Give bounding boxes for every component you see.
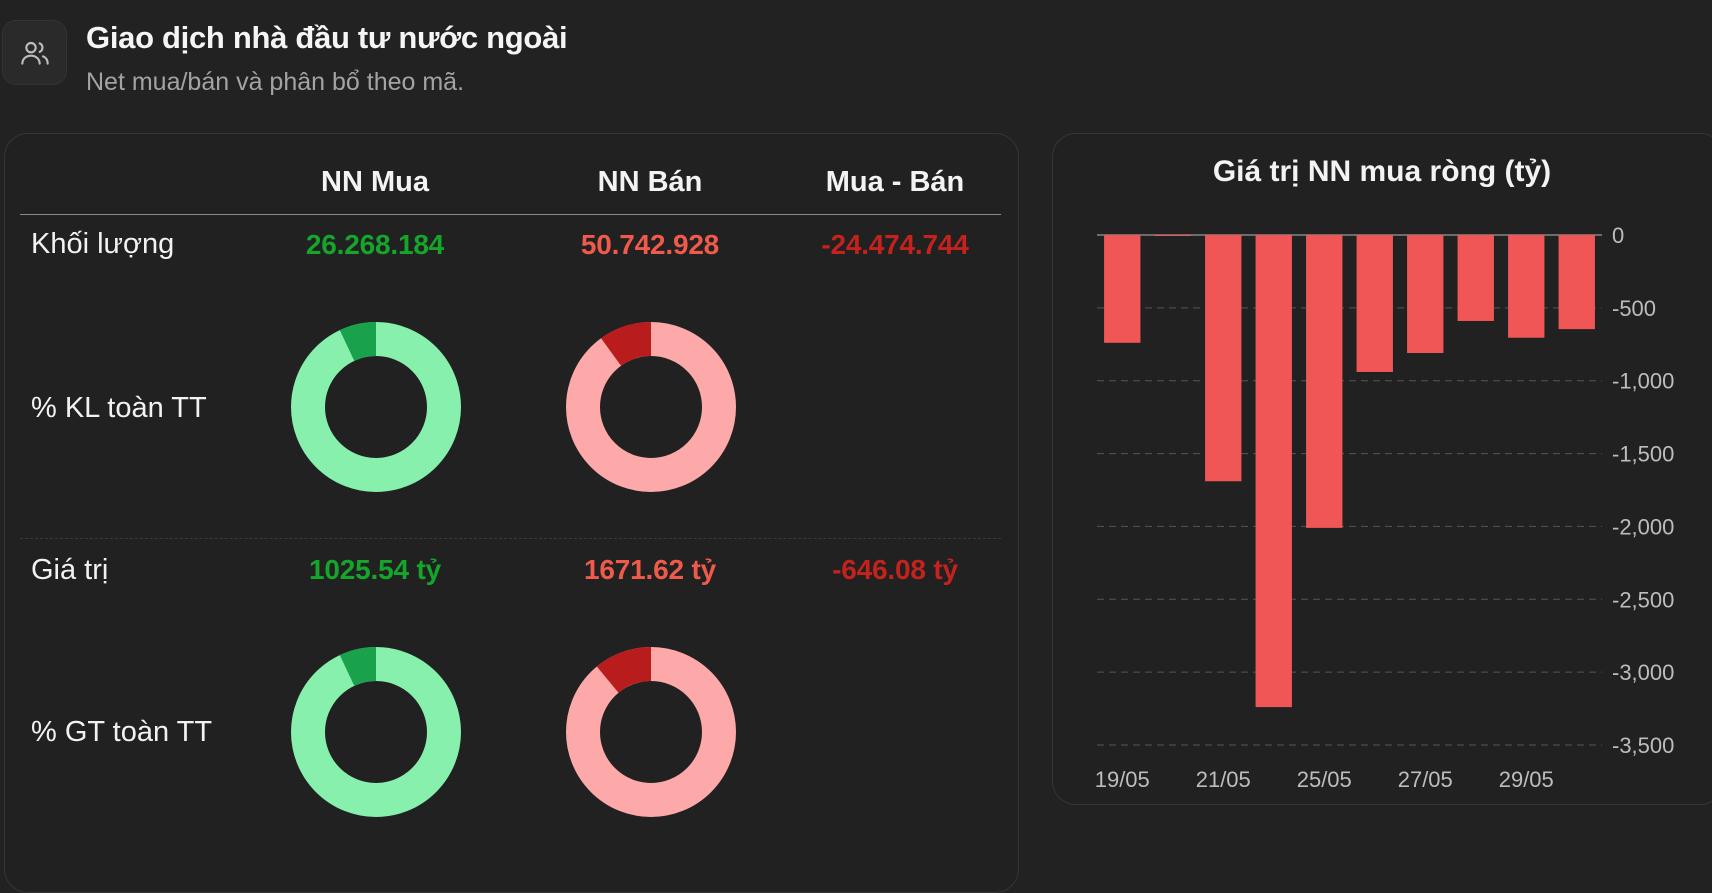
x-tick-label: 21/05: [1196, 767, 1251, 792]
x-tick-label: 29/05: [1499, 767, 1554, 792]
page-title: Giao dịch nhà đầu tư nước ngoài: [86, 20, 568, 55]
donut-remainder-arc: [291, 647, 461, 817]
column-header-sell: NN Bán: [597, 166, 703, 198]
value-net-value: -646.08 tỷ: [832, 554, 958, 585]
column-header-buy: NN Mua: [321, 166, 429, 198]
bar-21/05[interactable]: [1205, 235, 1242, 482]
volume-buy-value: 26.268.184: [305, 229, 445, 260]
bar-23/05[interactable]: [1306, 235, 1343, 528]
value-sell-share-donut: [566, 647, 736, 817]
volume-sell-value: 50.742.928: [580, 229, 720, 260]
bar-28/05[interactable]: [1457, 235, 1494, 321]
column-header-net: Mua - Bán: [825, 166, 965, 198]
donut-remainder-arc: [566, 322, 736, 492]
y-tick-label: -2,000: [1612, 514, 1674, 539]
bar-20/05[interactable]: [1154, 235, 1191, 236]
row-label-volume: Khối lượng: [31, 228, 175, 260]
volume-net-value: -24.474.744: [821, 229, 969, 260]
bar-22/05[interactable]: [1255, 235, 1292, 708]
y-tick-label: -2,500: [1612, 587, 1674, 612]
foreign-trading-table-card: [4, 133, 1019, 893]
row-divider: [20, 538, 1001, 539]
volume-sell-share-donut: [566, 322, 736, 492]
bar-26/05[interactable]: [1356, 235, 1393, 372]
bar-19/05[interactable]: [1104, 235, 1141, 343]
donut-share-arc: [601, 322, 652, 367]
x-tick-label: 27/05: [1398, 767, 1453, 792]
y-tick-label: -1,000: [1612, 369, 1674, 394]
x-tick-label: 25/05: [1297, 767, 1352, 792]
y-tick-label: -500: [1612, 296, 1656, 321]
row-label-value-pct: % GT toàn TT: [31, 716, 213, 748]
bar-27/05[interactable]: [1407, 235, 1444, 354]
donut-remainder-arc: [566, 647, 736, 817]
header-divider: [20, 214, 1001, 215]
donut-share-arc: [596, 647, 652, 694]
donut-remainder-arc: [291, 322, 461, 492]
donut-share-arc: [339, 647, 377, 687]
page-subtitle: Net mua/bán và phân bổ theo mã.: [86, 68, 465, 96]
value-buy-value: 1025.54 tỷ: [309, 554, 441, 585]
users-icon: [2, 20, 67, 85]
y-tick-label: -1,500: [1612, 442, 1674, 467]
y-tick-label: 0: [1612, 223, 1624, 248]
x-tick-label: 19/05: [1095, 767, 1150, 792]
bar-30/05[interactable]: [1558, 235, 1595, 330]
donut-share-arc: [339, 322, 377, 362]
row-label-volume-pct: % KL toàn TT: [31, 392, 207, 424]
volume-buy-share-donut: [291, 322, 461, 492]
chart-title: Giá trị NN mua ròng (tỷ): [1212, 155, 1552, 188]
row-label-value: Giá trị: [31, 554, 109, 586]
y-tick-label: -3,000: [1612, 660, 1674, 685]
value-sell-value: 1671.62 tỷ: [584, 554, 716, 585]
y-tick-label: -3,500: [1612, 733, 1674, 758]
net-buy-bar-chart: 0 -500 -1,000 -1,500 -2,000 -2,500 -3,000 -3,50…: [1095, 223, 1675, 792]
value-buy-share-donut: [291, 647, 461, 817]
bar-29/05[interactable]: [1508, 235, 1545, 338]
